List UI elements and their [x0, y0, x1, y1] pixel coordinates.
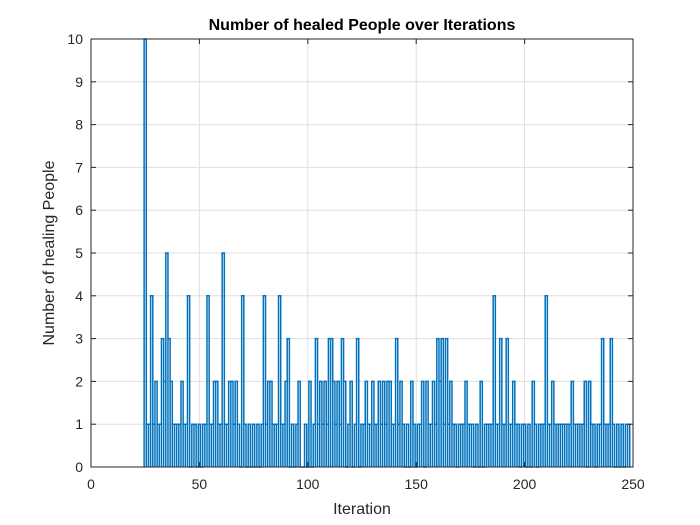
y-tick-label: 9: [75, 74, 83, 90]
x-tick-label: 150: [405, 476, 429, 492]
y-axis-label: Number of healing People: [41, 160, 58, 345]
y-tick-label: 4: [75, 288, 83, 304]
y-tick-label: 0: [75, 459, 83, 475]
y-tick-label: 8: [75, 117, 83, 133]
y-tick-labels: 0 1 2 3 4 5 6 7 8 9 10: [67, 31, 83, 475]
x-tick-label: 100: [296, 476, 320, 492]
x-axis-label: Iteration: [333, 501, 391, 518]
y-tick-label: 7: [75, 159, 83, 175]
y-tick-label: 3: [75, 331, 83, 347]
y-tick-label: 5: [75, 245, 83, 261]
y-tick-label: 10: [67, 31, 83, 47]
x-tick-labels: 0 50 100 150 200 250: [87, 476, 645, 492]
y-tick-label: 2: [75, 373, 83, 389]
chart-title: Number of healed People over Iterations: [209, 17, 516, 34]
y-tick-label: 1: [75, 416, 83, 432]
series-stairs: [143, 38, 631, 468]
y-tick-label: 6: [75, 202, 83, 218]
x-tick-label: 200: [513, 476, 537, 492]
data-stems: [143, 38, 631, 468]
tick-marks: [90, 38, 634, 468]
x-tick-label: 250: [621, 476, 645, 492]
x-tick-label: 50: [192, 476, 208, 492]
x-tick-label: 0: [87, 476, 95, 492]
